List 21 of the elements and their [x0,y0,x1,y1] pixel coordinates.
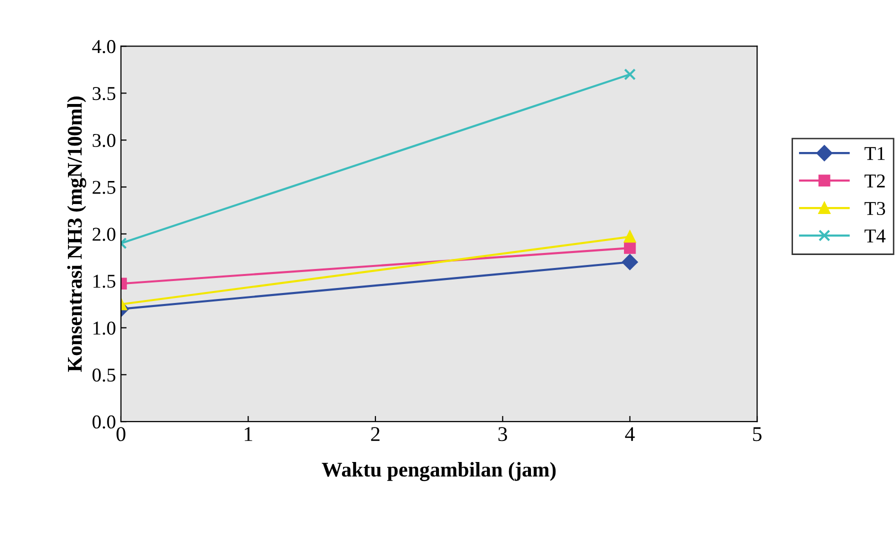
legend-label: T4 [864,230,886,242]
y-tick-label: 1.5 [94,274,116,288]
x-axis-title: Waktu pengambilan (jam) [322,462,556,482]
x-tick-label: 1 [244,427,252,441]
x-tick-label: 0 [116,427,126,442]
x-tick-label: 2 [371,427,380,441]
y-axis-title: Konsentrasi NH3 (mgN/100ml) [67,96,86,372]
y-tick-label: 4.0 [92,40,116,54]
y-tick-label: 0.5 [92,368,116,382]
x-tick-label: 5 [753,427,762,442]
legend-label: T2 [864,174,885,188]
x-tick-label: 3 [498,427,508,442]
y-tick-label: 1.0 [94,322,116,335]
legend-label: T3 [864,202,886,216]
y-tick-label: 0.0 [92,415,116,429]
y-tick-label: 2.5 [92,180,116,194]
legend-label: T1 [864,147,885,160]
y-tick-label: 3.5 [92,87,116,100]
y-tick-label: 3.0 [92,134,116,148]
y-tick-label: 2.0 [92,228,116,241]
x-tick-label: 4 [625,427,635,441]
